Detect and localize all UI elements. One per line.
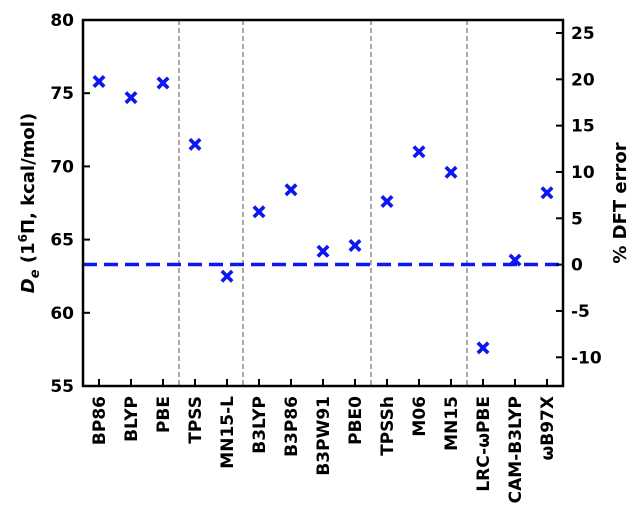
left-y-axis-title: De (16Π, kcal/mol) — [16, 113, 43, 293]
x-tick-label: LRC-ωPBE — [474, 396, 494, 492]
data-point-M06 — [412, 145, 426, 159]
x-tick-label: PBE0 — [346, 396, 366, 445]
y2-tick-label: -5 — [571, 302, 590, 322]
y2-tick-label: 5 — [571, 209, 583, 229]
x-axis: BP86 BLYP PBE TPSS MN15-L B3LYP B3P86 B3PW91 PBE… — [90, 379, 558, 503]
x-tick-label: MN15 — [442, 396, 462, 451]
left-y-axis-title-subscript: e — [28, 269, 43, 278]
y-tick-label: 65 — [50, 231, 74, 251]
data-point-ωB97X — [540, 186, 554, 200]
right-y-axis: -10 -5 0 5 10 15 20 25 — [556, 24, 602, 368]
left-y-axis-title-rest: Π, kcal/mol) — [18, 113, 39, 234]
y2-tick-label: 20 — [571, 70, 595, 90]
data-point-B3P86 — [284, 183, 298, 197]
data-point-BP86 — [92, 75, 106, 88]
y2-tick-label: -10 — [571, 348, 602, 368]
plot-frame — [81, 18, 565, 388]
data-point-LRC-ωPBE — [476, 341, 490, 355]
y-tick-label: 60 — [50, 304, 74, 324]
y2-tick-label: 25 — [571, 24, 595, 44]
x-tick-label: PBE — [154, 396, 174, 433]
left-y-axis-title-superscript: 6 — [16, 234, 30, 242]
x-tick-label: B3PW91 — [314, 396, 334, 476]
left-y-axis-title-paren: (1 — [18, 242, 39, 269]
y-tick-label: 75 — [50, 84, 74, 104]
x-tick-label: B3LYP — [250, 396, 270, 454]
group-separators — [178, 20, 468, 386]
data-point-PBE0 — [348, 239, 362, 252]
left-y-axis-title-symbol: D — [18, 278, 39, 293]
data-point-TPSS — [188, 137, 202, 151]
x-tick-label: TPSSh — [378, 396, 398, 456]
data-point-PBE — [156, 76, 170, 90]
x-tick-label: B3P86 — [282, 396, 302, 457]
y-tick-label: 70 — [50, 157, 74, 177]
x-tick-label: M06 — [410, 396, 430, 437]
data-markers — [92, 75, 554, 355]
x-tick-label: TPSS — [186, 396, 206, 444]
data-point-BLYP — [124, 91, 138, 105]
data-point-MN15-L — [220, 269, 234, 283]
y-tick-label: 80 — [50, 11, 74, 31]
right-y-axis-title: % DFT error — [610, 142, 631, 263]
x-tick-label: BP86 — [90, 396, 110, 445]
data-point-B3PW91 — [316, 244, 330, 258]
y2-tick-label: 15 — [571, 117, 595, 137]
x-tick-label: ωB97X — [538, 396, 558, 461]
x-tick-label: MN15-L — [218, 396, 238, 469]
x-tick-label: BLYP — [122, 396, 142, 442]
data-point-MN15 — [444, 165, 458, 179]
x-tick-label: CAM-B3LYP — [506, 396, 526, 503]
y2-tick-label: 0 — [571, 256, 583, 276]
y2-tick-label: 10 — [571, 163, 595, 183]
data-point-TPSSh — [380, 195, 394, 208]
data-point-CAM-B3LYP — [508, 253, 522, 267]
left-y-axis: 55 60 65 70 75 80 — [50, 11, 90, 397]
y-tick-label: 55 — [50, 377, 74, 397]
data-point-B3LYP — [252, 205, 266, 219]
